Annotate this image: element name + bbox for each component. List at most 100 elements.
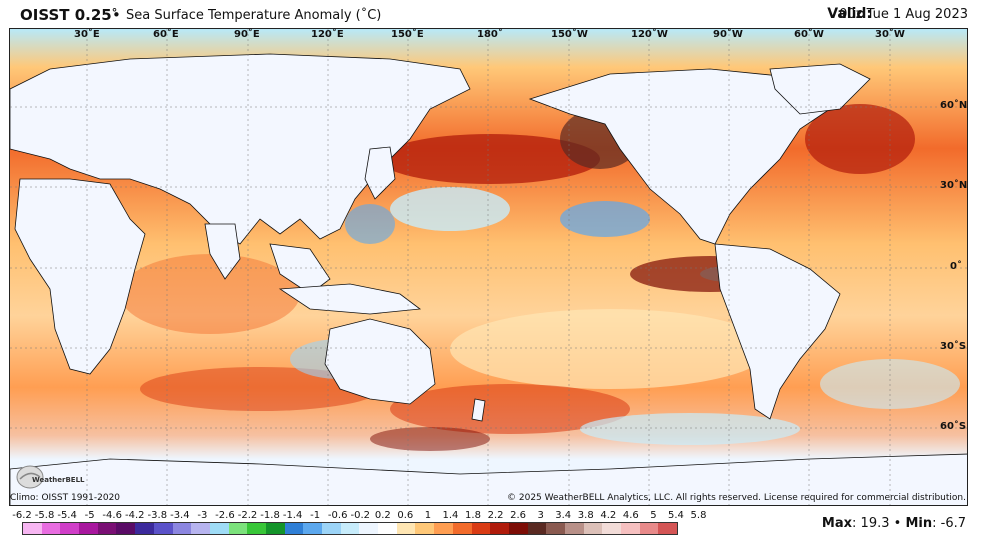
colorbar-tick-label: -4.6 <box>102 510 122 521</box>
valid-label: Valid: <box>827 6 872 22</box>
colorbar <box>22 522 679 535</box>
colorbar-tick-label: -0.6 <box>327 510 348 521</box>
colorbar-swatch <box>471 523 491 534</box>
lat-label: 60˚N <box>940 100 968 111</box>
colorbar-swatch <box>322 523 341 534</box>
colorbar-swatch <box>621 523 640 534</box>
colorbar-tick-label: 4.6 <box>622 510 639 521</box>
colorbar-tick-label: -3.8 <box>147 510 168 521</box>
lon-label: 150˚W <box>551 29 588 40</box>
colorbar-swatch <box>97 523 117 534</box>
lon-label: 90˚E <box>234 29 260 40</box>
product-title: OISST 0.25° <box>20 6 118 24</box>
colorbar-swatch <box>60 523 80 534</box>
anomaly-map <box>9 28 968 506</box>
lon-label: 30˚E <box>74 29 100 40</box>
colorbar-swatch <box>434 523 453 534</box>
colorbar-swatch <box>508 523 528 534</box>
colorbar-tick-label: -6.2 <box>12 510 32 521</box>
colorbar-tick-label: -2.2 <box>237 510 258 521</box>
colorbar-swatch <box>527 523 547 534</box>
colorbar-tick-label: 5.8 <box>690 510 707 521</box>
colorbar-swatch <box>452 523 472 534</box>
colorbar-tick-label: 1.4 <box>442 510 459 521</box>
colorbar-tick-label: -2.6 <box>215 510 235 521</box>
max-min-stats: Max: 19.3 • Min: -6.7 <box>822 516 966 531</box>
colorbar-tick-label: 4.2 <box>600 510 617 521</box>
lon-label: 150˚E <box>391 29 424 40</box>
lon-label: 30˚W <box>875 29 905 40</box>
colorbar-swatch <box>415 523 435 534</box>
colorbar-tick-label: 2.6 <box>510 510 527 521</box>
lon-label: 60˚W <box>794 29 824 40</box>
colorbar-swatch <box>228 523 248 534</box>
colorbar-tick-label: -1.4 <box>282 510 303 521</box>
colorbar-tick-label: 5.4 <box>667 510 684 521</box>
lat-label: 30˚N <box>940 180 968 191</box>
colorbar-swatch <box>396 523 416 534</box>
colorbar-swatch <box>41 523 61 534</box>
lon-label: 180˚ <box>477 29 503 40</box>
colorbar-tick-label: -3 <box>197 510 208 521</box>
logo-text: WeatherBELL <box>32 476 85 484</box>
colorbar-swatch <box>79 523 98 534</box>
colorbar-swatch <box>490 523 509 534</box>
header: OISST 0.25° • Sea Surface Temperature An… <box>0 0 984 28</box>
title-description: Sea Surface Temperature Anomaly (˚C) <box>126 8 382 23</box>
colorbar-tick-label: -1.8 <box>260 510 280 521</box>
colorbar-swatch <box>23 523 42 534</box>
max-label: Max <box>821 516 853 531</box>
colorbar-swatch <box>359 523 379 534</box>
colorbar-tick-label: -5 <box>84 510 95 521</box>
colorbar-tick-label: 2.2 <box>487 510 504 521</box>
colorbar-tick-label: -5.4 <box>57 510 77 521</box>
copyright-notice: © 2025 WeatherBELL Analytics, LLC. All r… <box>507 493 966 503</box>
colorbar-swatch <box>135 523 154 534</box>
colorbar-tick-label: -3.4 <box>170 510 190 521</box>
colorbar-swatch <box>209 523 229 534</box>
colorbar-swatch <box>172 523 192 534</box>
colorbar-swatch <box>284 523 304 534</box>
colorbar-tick-label: -0.2 <box>350 510 371 521</box>
lon-label: 120˚E <box>311 29 344 40</box>
title-bullet: • <box>112 6 121 24</box>
min-label: Min <box>905 516 933 531</box>
colorbar-swatch <box>639 523 659 534</box>
lon-label: 60˚E <box>153 29 179 40</box>
colorbar-tick-label: -1 <box>310 510 321 521</box>
climo-note: Climo: OISST 1991-2020 <box>10 493 121 503</box>
colorbar-swatch <box>116 523 136 534</box>
lon-label: 90˚W <box>713 29 743 40</box>
weatherbell-logo <box>16 465 44 489</box>
max-value: : 19.3 <box>852 516 890 531</box>
colorbar-swatch <box>378 523 397 534</box>
landmasses <box>10 53 967 505</box>
stats-bullet: • <box>893 516 902 531</box>
colorbar-swatch <box>247 523 266 534</box>
colorbar-tick-label: 3 <box>537 510 544 521</box>
lat-label: 30˚S <box>940 341 967 352</box>
colorbar-swatch <box>658 523 678 534</box>
colorbar-tick-label: 1.8 <box>465 510 481 521</box>
colorbar-tick-label: 3.4 <box>555 510 572 521</box>
colorbar-tick-label: 0.6 <box>397 510 414 521</box>
colorbar-tick-label: 5 <box>650 510 657 521</box>
colorbar-swatch <box>583 523 603 534</box>
colorbar-swatch <box>564 523 584 534</box>
colorbar-swatch <box>191 523 210 534</box>
colorbar-swatch <box>303 523 322 534</box>
lat-label: 60˚S <box>940 421 967 432</box>
colorbar-swatch <box>265 523 285 534</box>
colorbar-tick-label: -5.8 <box>34 510 55 521</box>
min-value: : -6.7 <box>932 516 966 531</box>
colorbar-swatch <box>153 523 173 534</box>
colorbar-tick-label: -4.2 <box>124 510 145 521</box>
colorbar-swatch <box>546 523 565 534</box>
lat-label: 0˚ <box>950 261 962 272</box>
colorbar-tick-label: 0.2 <box>374 510 391 521</box>
map-canvas <box>10 29 967 505</box>
lon-label: 120˚W <box>631 29 668 40</box>
colorbar-swatch <box>602 523 621 534</box>
valid-time: 00z Tue 1 Aug 2023 <box>839 7 968 22</box>
colorbar-tick-label: 1 <box>424 510 432 521</box>
